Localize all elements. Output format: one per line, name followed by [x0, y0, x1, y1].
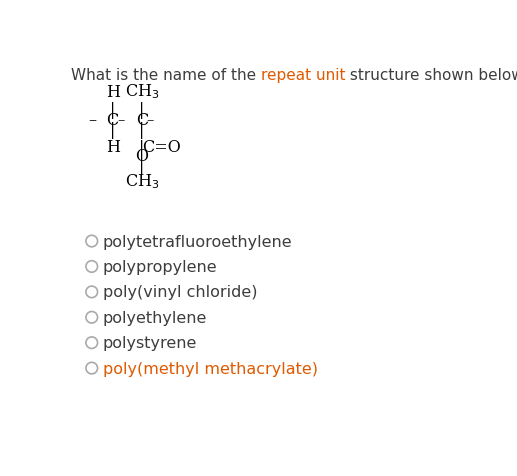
Text: –: –: [88, 112, 96, 129]
Text: |: |: [140, 122, 145, 139]
Text: |: |: [140, 156, 145, 173]
Text: C=O: C=O: [142, 139, 181, 156]
Text: poly(methyl methacrylate): poly(methyl methacrylate): [103, 361, 318, 376]
Text: CH$_3$: CH$_3$: [125, 172, 159, 191]
Text: –: –: [117, 113, 125, 127]
Text: H: H: [105, 84, 119, 101]
Text: polytetrafluoroethylene: polytetrafluoroethylene: [103, 234, 293, 249]
Text: structure shown below?: structure shown below?: [345, 68, 517, 83]
Text: poly(vinyl chloride): poly(vinyl chloride): [103, 285, 257, 300]
Text: –: –: [147, 113, 154, 127]
Text: C: C: [107, 112, 119, 129]
Text: polypropylene: polypropylene: [103, 259, 218, 274]
Text: polystyrene: polystyrene: [103, 336, 197, 350]
Text: |: |: [140, 102, 145, 119]
Text: H: H: [105, 139, 119, 156]
Text: polyethylene: polyethylene: [103, 310, 207, 325]
Text: |: |: [140, 140, 145, 157]
Text: |: |: [110, 102, 115, 119]
Text: C: C: [136, 112, 148, 129]
Text: What is the name of the: What is the name of the: [71, 68, 261, 83]
Text: |: |: [110, 122, 115, 139]
Text: repeat unit: repeat unit: [261, 68, 345, 83]
Text: CH$_3$: CH$_3$: [125, 82, 159, 101]
Text: O: O: [135, 148, 148, 165]
